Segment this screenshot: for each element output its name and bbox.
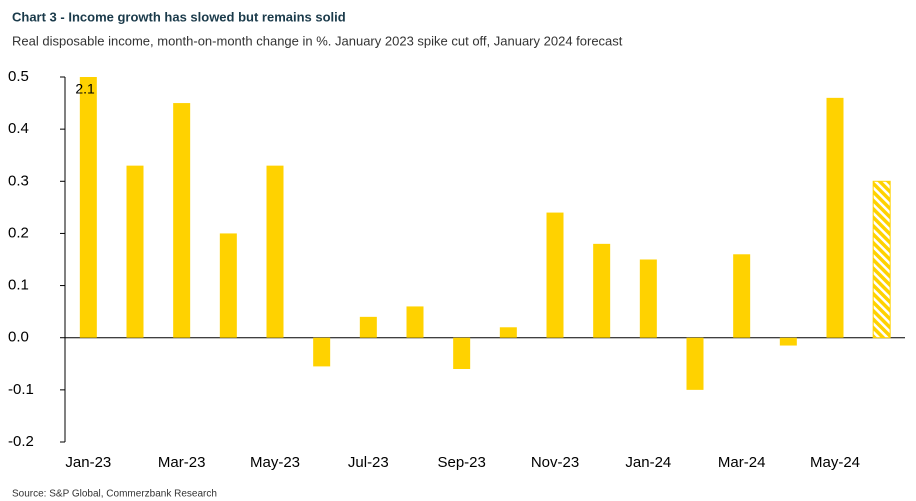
source: Source: S&P Global, Commerzbank Research bbox=[12, 489, 217, 500]
bar bbox=[173, 103, 191, 338]
bar bbox=[406, 306, 424, 338]
bar bbox=[126, 165, 144, 338]
x-tick-label: Nov-23 bbox=[531, 454, 579, 471]
x-tick-label: May-24 bbox=[810, 454, 860, 471]
y-tick-label: 0.1 bbox=[8, 277, 29, 294]
y-tick-label: -0.2 bbox=[8, 433, 34, 450]
data-label: 2.1 bbox=[75, 81, 95, 97]
y-tick-label: 0.3 bbox=[8, 172, 29, 189]
bar bbox=[79, 77, 97, 338]
x-tick-label: Jan-24 bbox=[625, 454, 671, 471]
bar bbox=[733, 254, 751, 338]
x-tick-label: May-23 bbox=[250, 454, 300, 471]
y-tick-label: 0.4 bbox=[8, 120, 29, 137]
chart-subtitle: Real disposable income, month-on-month c… bbox=[12, 33, 623, 48]
x-tick-label: Sep-23 bbox=[437, 454, 485, 471]
bar bbox=[686, 337, 704, 390]
bar bbox=[313, 337, 331, 367]
chart-title: Chart 3 - Income growth has slowed but r… bbox=[12, 9, 346, 24]
x-tick-label: Mar-24 bbox=[718, 454, 766, 471]
x-tick-label: Mar-23 bbox=[158, 454, 206, 471]
x-tick-label: Jul-23 bbox=[348, 454, 389, 471]
y-tick-label: 0.5 bbox=[8, 68, 29, 85]
bar bbox=[826, 97, 844, 338]
bar bbox=[779, 337, 797, 346]
y-tick-label: 0.2 bbox=[8, 224, 29, 241]
bar bbox=[639, 259, 657, 338]
bar bbox=[499, 327, 517, 338]
bar bbox=[453, 337, 471, 369]
y-tick-label: -0.1 bbox=[8, 381, 34, 398]
bar bbox=[266, 165, 284, 338]
bar bbox=[546, 212, 564, 338]
bar bbox=[219, 233, 237, 338]
x-tick-label: Jan-23 bbox=[65, 454, 111, 471]
bar bbox=[359, 316, 377, 338]
bar bbox=[593, 243, 611, 338]
y-tick-label: 0.0 bbox=[8, 329, 29, 346]
bar bbox=[872, 180, 891, 339]
